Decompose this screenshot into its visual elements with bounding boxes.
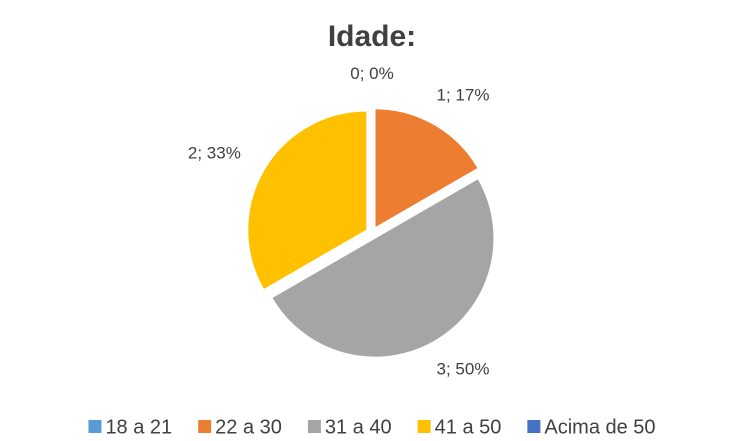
legend-label: 22 a 30 [215, 416, 282, 438]
legend-swatch [307, 420, 321, 433]
legend-swatch [417, 420, 431, 433]
data-label: 0; 0% [350, 64, 393, 83]
legend-label: 41 a 50 [435, 416, 502, 438]
data-label: 1; 17% [437, 85, 490, 104]
pie-slice [271, 178, 495, 358]
pie-slice [247, 110, 368, 291]
data-label: 2; 33% [188, 143, 241, 162]
chart-title: Idade: [328, 20, 416, 53]
legend-swatch [527, 420, 541, 433]
pie-slice [374, 108, 479, 229]
legend-swatch [198, 420, 212, 433]
legend-swatch [88, 420, 102, 433]
legend-label: Acima de 50 [544, 416, 655, 438]
data-label: 3; 50% [437, 360, 490, 379]
legend-label: 18 a 21 [105, 416, 172, 438]
legend-label: 31 a 40 [325, 416, 392, 438]
